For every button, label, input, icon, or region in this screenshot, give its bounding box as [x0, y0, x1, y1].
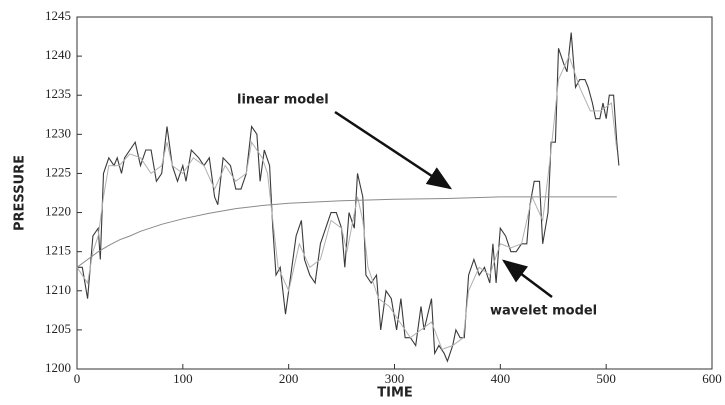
x-tick-label: 100 — [173, 371, 193, 386]
y-tick-label: 1200 — [45, 360, 71, 375]
data-line — [76, 54, 618, 351]
data-line — [77, 32, 620, 363]
y-tick-label: 1215 — [45, 243, 71, 258]
y-tick-label: 1220 — [45, 204, 71, 219]
x-tick-label: 400 — [491, 371, 511, 386]
x-tick-label: 0 — [74, 371, 81, 386]
y-tick-label: 1230 — [45, 125, 71, 140]
y-tick-label: 1225 — [45, 164, 71, 179]
annotation-arrow — [334, 110, 453, 190]
y-tick-label: 1210 — [45, 282, 71, 297]
x-tick-label: 200 — [279, 371, 299, 386]
series-annotation: linear model — [237, 93, 329, 108]
y-tick-label: 1245 — [45, 8, 71, 23]
series-annotation: wavelet model — [490, 304, 597, 319]
y-tick-label: 1235 — [45, 86, 71, 101]
annotation-arrow — [502, 259, 553, 298]
y-axis-label: PRESSURE — [13, 155, 28, 231]
x-tick-label: 300 — [385, 371, 405, 386]
x-axis-label: TIME — [377, 386, 413, 401]
x-tick-label: 600 — [702, 371, 722, 386]
data-line — [76, 196, 617, 268]
x-tick-label: 500 — [596, 371, 616, 386]
y-tick-label: 1240 — [45, 47, 71, 62]
y-tick-label: 1205 — [45, 321, 71, 336]
